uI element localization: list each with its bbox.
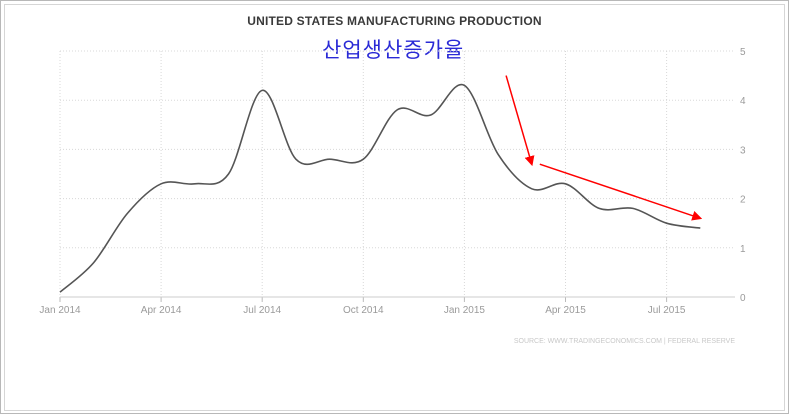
trend-arrows (505, 75, 703, 221)
x-tick-label: Oct 2014 (343, 305, 384, 316)
x-tick-label: Jul 2015 (648, 305, 686, 316)
grid-lines (59, 50, 735, 298)
red-arrow (505, 75, 535, 167)
x-tick-label: Apr 2014 (141, 305, 182, 316)
y-axis-ticks: 0 1 2 3 4 5 (740, 47, 746, 304)
korean-annotation: 산업생산증가율 (322, 38, 465, 62)
x-axis-ticks: Jan 2014 Apr 2014 Jul 2014 Oct 2014 Jan 2015… (39, 296, 735, 316)
x-tick-label: Jul 2014 (243, 305, 281, 316)
y-tick-label: 0 (740, 293, 746, 304)
y-tick-label: 2 (740, 195, 746, 206)
x-tick-label: Jan 2014 (39, 305, 81, 316)
chart-title: UNITED STATES MANUFACTURING PRODUCTION (247, 14, 542, 28)
y-tick-label: 5 (740, 47, 746, 58)
x-tick-label: Apr 2015 (545, 305, 586, 316)
red-arrow (539, 163, 703, 221)
series-line (59, 83, 701, 293)
source-note: SOURCE: WWW.TRADINGECONOMICS.COM | FEDER… (514, 338, 736, 345)
chart-inner-border (4, 4, 785, 411)
y-tick-label: 3 (740, 145, 746, 156)
x-tick-label: Jan 2015 (444, 305, 486, 316)
y-tick-label: 4 (740, 96, 746, 107)
y-tick-label: 1 (740, 244, 746, 255)
